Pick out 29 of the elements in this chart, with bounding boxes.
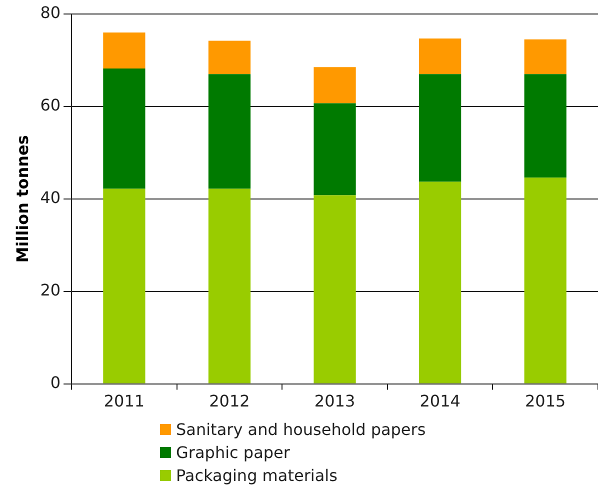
x-tick-label: 2012	[209, 392, 250, 411]
x-tick-label: 2015	[524, 392, 566, 411]
bar	[524, 178, 566, 384]
bar	[103, 68, 146, 189]
bar	[419, 182, 462, 384]
bar	[524, 39, 566, 74]
bar	[208, 40, 251, 74]
legend-label: Packaging materials	[176, 466, 338, 485]
bar	[208, 188, 251, 384]
bar	[314, 103, 356, 196]
bar	[524, 74, 566, 178]
bar	[103, 32, 146, 69]
y-axis-title: Million tonnes	[12, 135, 32, 263]
x-tick-label: 2011	[104, 392, 145, 411]
y-tick-label: 40	[40, 188, 61, 208]
y-tick-label: 60	[40, 96, 61, 115]
bar	[314, 67, 356, 104]
bar	[208, 74, 251, 189]
bar	[314, 195, 356, 384]
bar	[419, 38, 462, 74]
x-tick-label: 2013	[314, 392, 356, 411]
legend-label: Sanitary and household papers	[176, 420, 426, 439]
x-tick-label: 2014	[420, 392, 460, 411]
y-tick-label: 0	[50, 372, 61, 392]
y-tick-label: 80	[40, 3, 61, 22]
y-tick-label: 20	[40, 280, 61, 300]
bar	[103, 188, 146, 384]
bar	[419, 74, 462, 182]
legend-label: Graphic paper	[176, 443, 290, 462]
